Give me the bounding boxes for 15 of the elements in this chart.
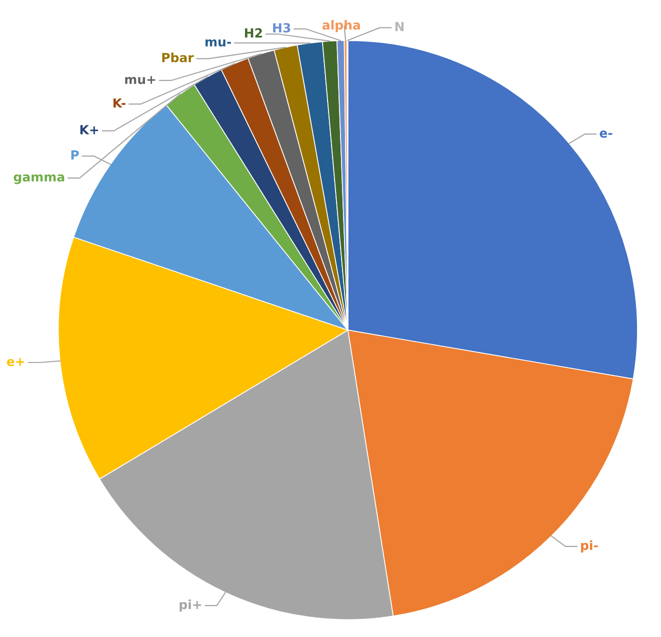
slice-label: mu- [206, 39, 231, 47]
slice-label: H3 [273, 23, 290, 33]
slice-label: pi- [581, 540, 598, 552]
slice-label: mu+ [125, 76, 156, 84]
slice-label: pi+ [180, 600, 202, 612]
slice-label: N [395, 22, 404, 32]
slice-label: P [71, 150, 79, 160]
slice-label: gamma [14, 174, 64, 184]
slice-label: e+ [6, 358, 24, 366]
slice-label: K- [114, 98, 126, 108]
slice-label: H2 [245, 28, 262, 38]
slice-label: Pbar [162, 52, 194, 62]
slice-label: e- [600, 130, 612, 138]
slice-label: K+ [80, 125, 98, 134]
slice-label: alpha [322, 20, 360, 32]
